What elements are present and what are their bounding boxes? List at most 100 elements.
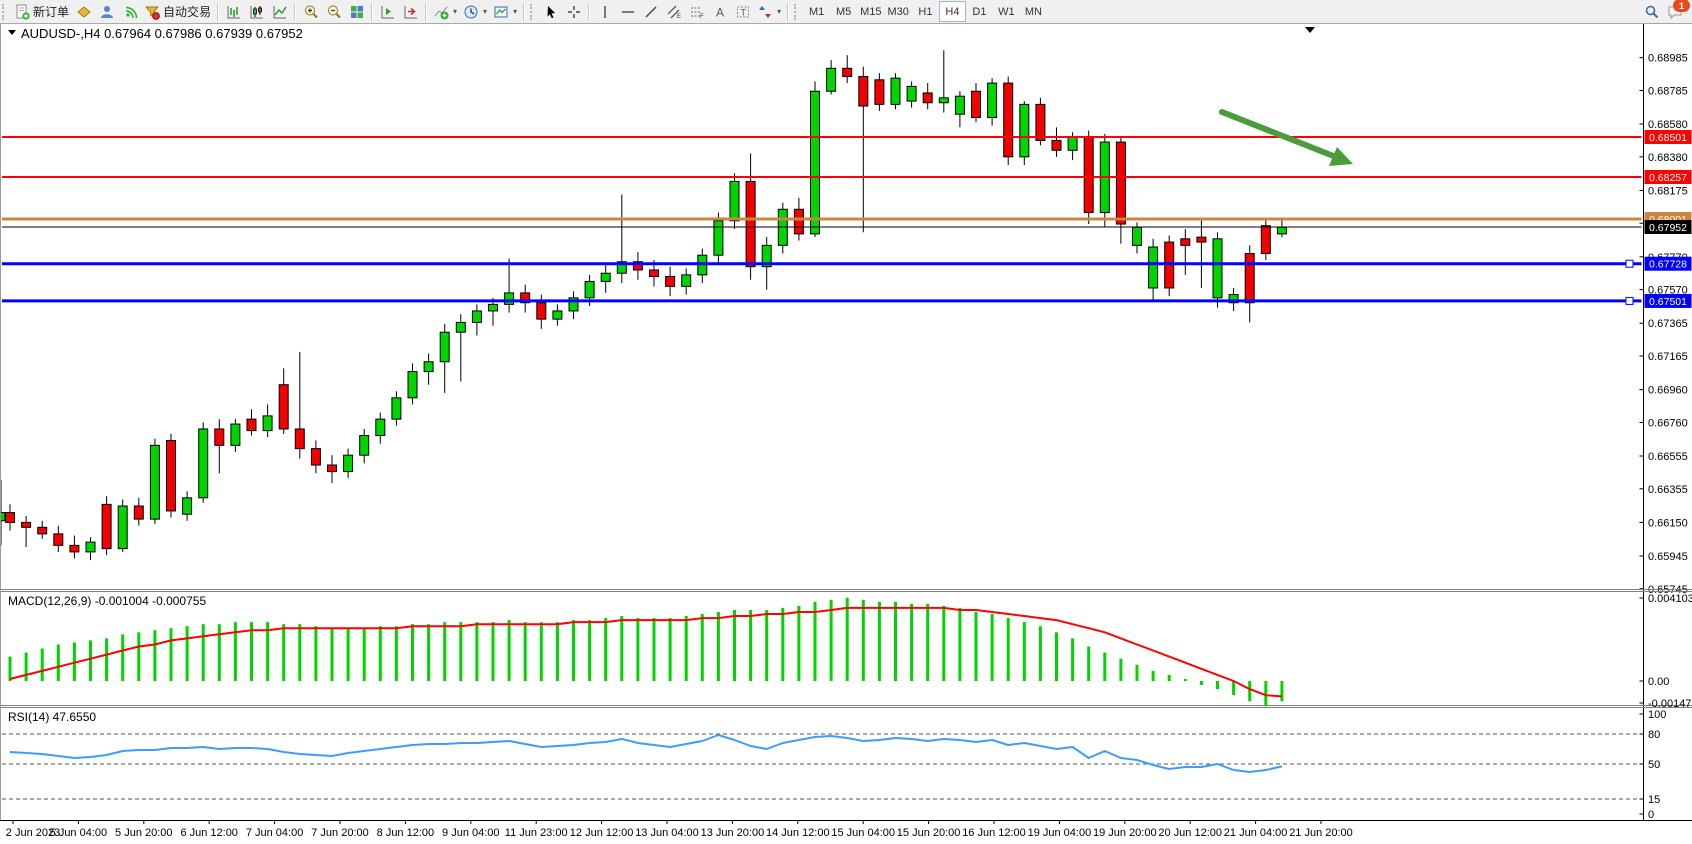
bearish-candle	[793, 208, 804, 235]
timeframe-w1-button[interactable]: W1	[993, 1, 1020, 22]
bullish-candle	[954, 95, 965, 115]
new-order-button[interactable]: 新订单	[11, 1, 72, 22]
time-axis-label: 19 Jun 04:00	[1028, 827, 1092, 839]
cursor-button[interactable]	[539, 1, 562, 22]
chart-bars-button[interactable]	[222, 1, 245, 22]
chart-line-button[interactable]	[268, 1, 291, 22]
bearish-candle	[1244, 253, 1255, 304]
horizontal-line-button[interactable]	[616, 1, 639, 22]
autotrading-button[interactable]: 自动交易	[141, 1, 214, 22]
template-icon	[494, 6, 508, 17]
timeframe-h1-button[interactable]: H1	[912, 1, 939, 22]
price-tick-label: 0.66355	[1648, 484, 1688, 496]
bearish-candle	[21, 521, 32, 528]
toolbar-grip[interactable]	[2, 3, 9, 20]
price-tick-label: 0.67165	[1648, 351, 1688, 363]
timeframe-d1-button[interactable]: D1	[966, 1, 993, 22]
channel-button[interactable]: E	[662, 1, 685, 22]
bullish-candle	[407, 371, 418, 399]
price-badge-label: 0.68501	[1649, 132, 1687, 144]
svg-text:F: F	[700, 14, 704, 20]
signals-button[interactable]	[118, 1, 141, 22]
bullish-candle	[198, 428, 209, 499]
time-axis-label: 21 Jun 04:00	[1224, 827, 1288, 839]
autotrading-label: 自动交易	[163, 5, 212, 19]
macd-histogram	[8, 597, 1284, 706]
horizontal-line-icon	[621, 10, 634, 13]
chart-shift-button[interactable]	[376, 1, 399, 22]
auto-scroll-button[interactable]	[399, 1, 422, 22]
timeframe-m5-button[interactable]: M5	[830, 1, 857, 22]
bearish-candle	[1051, 139, 1062, 151]
notification-badge[interactable]: 1	[1673, 0, 1690, 12]
bullish-candle	[343, 454, 354, 473]
time-axis-label: 16 Jun 12:00	[962, 827, 1026, 839]
search-button[interactable]	[1640, 1, 1663, 22]
chart-shift-marker[interactable]	[1305, 27, 1315, 33]
timeframe-m1-button[interactable]: M1	[803, 1, 830, 22]
templates-button[interactable]: ▾	[490, 1, 520, 22]
chart-title-ohlc: AUDUSD-,H4 0.67964 0.67986 0.67939 0.679…	[21, 26, 303, 41]
text-label-button[interactable]: T	[731, 1, 754, 22]
chart-canvas[interactable]: 0.68985 0.68785 0.68580 0.68380 0.68175 0.679…	[0, 24, 1692, 844]
bullish-candle	[1132, 226, 1142, 246]
bearish-candle	[294, 428, 305, 450]
bearish-candle	[536, 302, 547, 320]
chart-candles-button[interactable]	[245, 1, 268, 22]
zoom-out-icon	[327, 5, 341, 18]
time-axis-label: 7 Jun 20:00	[311, 827, 369, 839]
auto-scroll-icon	[404, 5, 417, 18]
bullish-candle	[230, 423, 241, 446]
bearish-candle	[166, 439, 176, 512]
bullish-candle	[1148, 246, 1159, 289]
timeframe-m30-button[interactable]: M30	[885, 1, 912, 22]
vertical-line-button[interactable]	[593, 1, 616, 22]
macd-axis-label: 0.00	[1648, 676, 1669, 688]
arrows-button[interactable]: ▾	[754, 1, 784, 22]
rsi-axis-label: 50	[1648, 759, 1660, 771]
fibonacci-button[interactable]: F	[685, 1, 708, 22]
time-axis-label: 5 Jun 04:00	[50, 827, 108, 839]
bullish-candle	[552, 310, 563, 320]
symbol-dropdown-icon[interactable]	[8, 30, 16, 35]
toolbar-grip[interactable]	[530, 3, 537, 20]
indicators-button[interactable]: ▾	[430, 1, 460, 22]
bullish-candle	[359, 435, 370, 456]
time-axis-label: 12 Jun 12:00	[570, 827, 634, 839]
tile-windows-button[interactable]	[345, 1, 368, 22]
macd-signal-line	[9, 606, 1282, 698]
periods-button[interactable]: ▾	[460, 1, 490, 22]
crosshair-button[interactable]	[562, 1, 585, 22]
price-tick-label: 0.68580	[1648, 119, 1688, 131]
bullish-candle	[938, 97, 949, 104]
zoom-in-button[interactable]	[299, 1, 322, 22]
bearish-candle	[101, 503, 112, 550]
bearish-candle	[246, 418, 257, 432]
timeframe-mn-button[interactable]: MN	[1020, 1, 1047, 22]
trendline-button[interactable]	[639, 1, 662, 22]
time-axis-label: 8 Jun 12:00	[377, 827, 435, 839]
dropdown-caret-icon: ▾	[483, 7, 488, 16]
market-button[interactable]	[72, 1, 95, 22]
trend-arrow[interactable]	[1219, 109, 1353, 166]
line-handle[interactable]	[1625, 296, 1634, 305]
timeframe-m15-button[interactable]: M15	[857, 1, 884, 22]
bearish-candle	[1035, 103, 1046, 141]
bullish-candle	[455, 321, 466, 333]
line-handle[interactable]	[1625, 259, 1634, 268]
bearish-candle	[874, 79, 885, 105]
profile-button[interactable]	[95, 1, 118, 22]
tile-windows-icon	[350, 5, 363, 18]
time-axis-label: 9 Jun 04:00	[442, 827, 500, 839]
rsi-axis-label: 80	[1648, 729, 1660, 741]
price-tick-label: 0.67570	[1648, 285, 1688, 297]
new-order-label: 新订单	[33, 5, 70, 19]
text-button[interactable]: A	[708, 1, 731, 22]
bearish-candle	[632, 261, 643, 271]
price-tick-label: 0.66960	[1648, 385, 1688, 397]
toolbar-grip[interactable]	[794, 3, 801, 20]
timeframe-h4-button[interactable]: H4	[938, 1, 966, 22]
svg-text:E: E	[677, 14, 681, 20]
zoom-out-button[interactable]	[322, 1, 345, 22]
